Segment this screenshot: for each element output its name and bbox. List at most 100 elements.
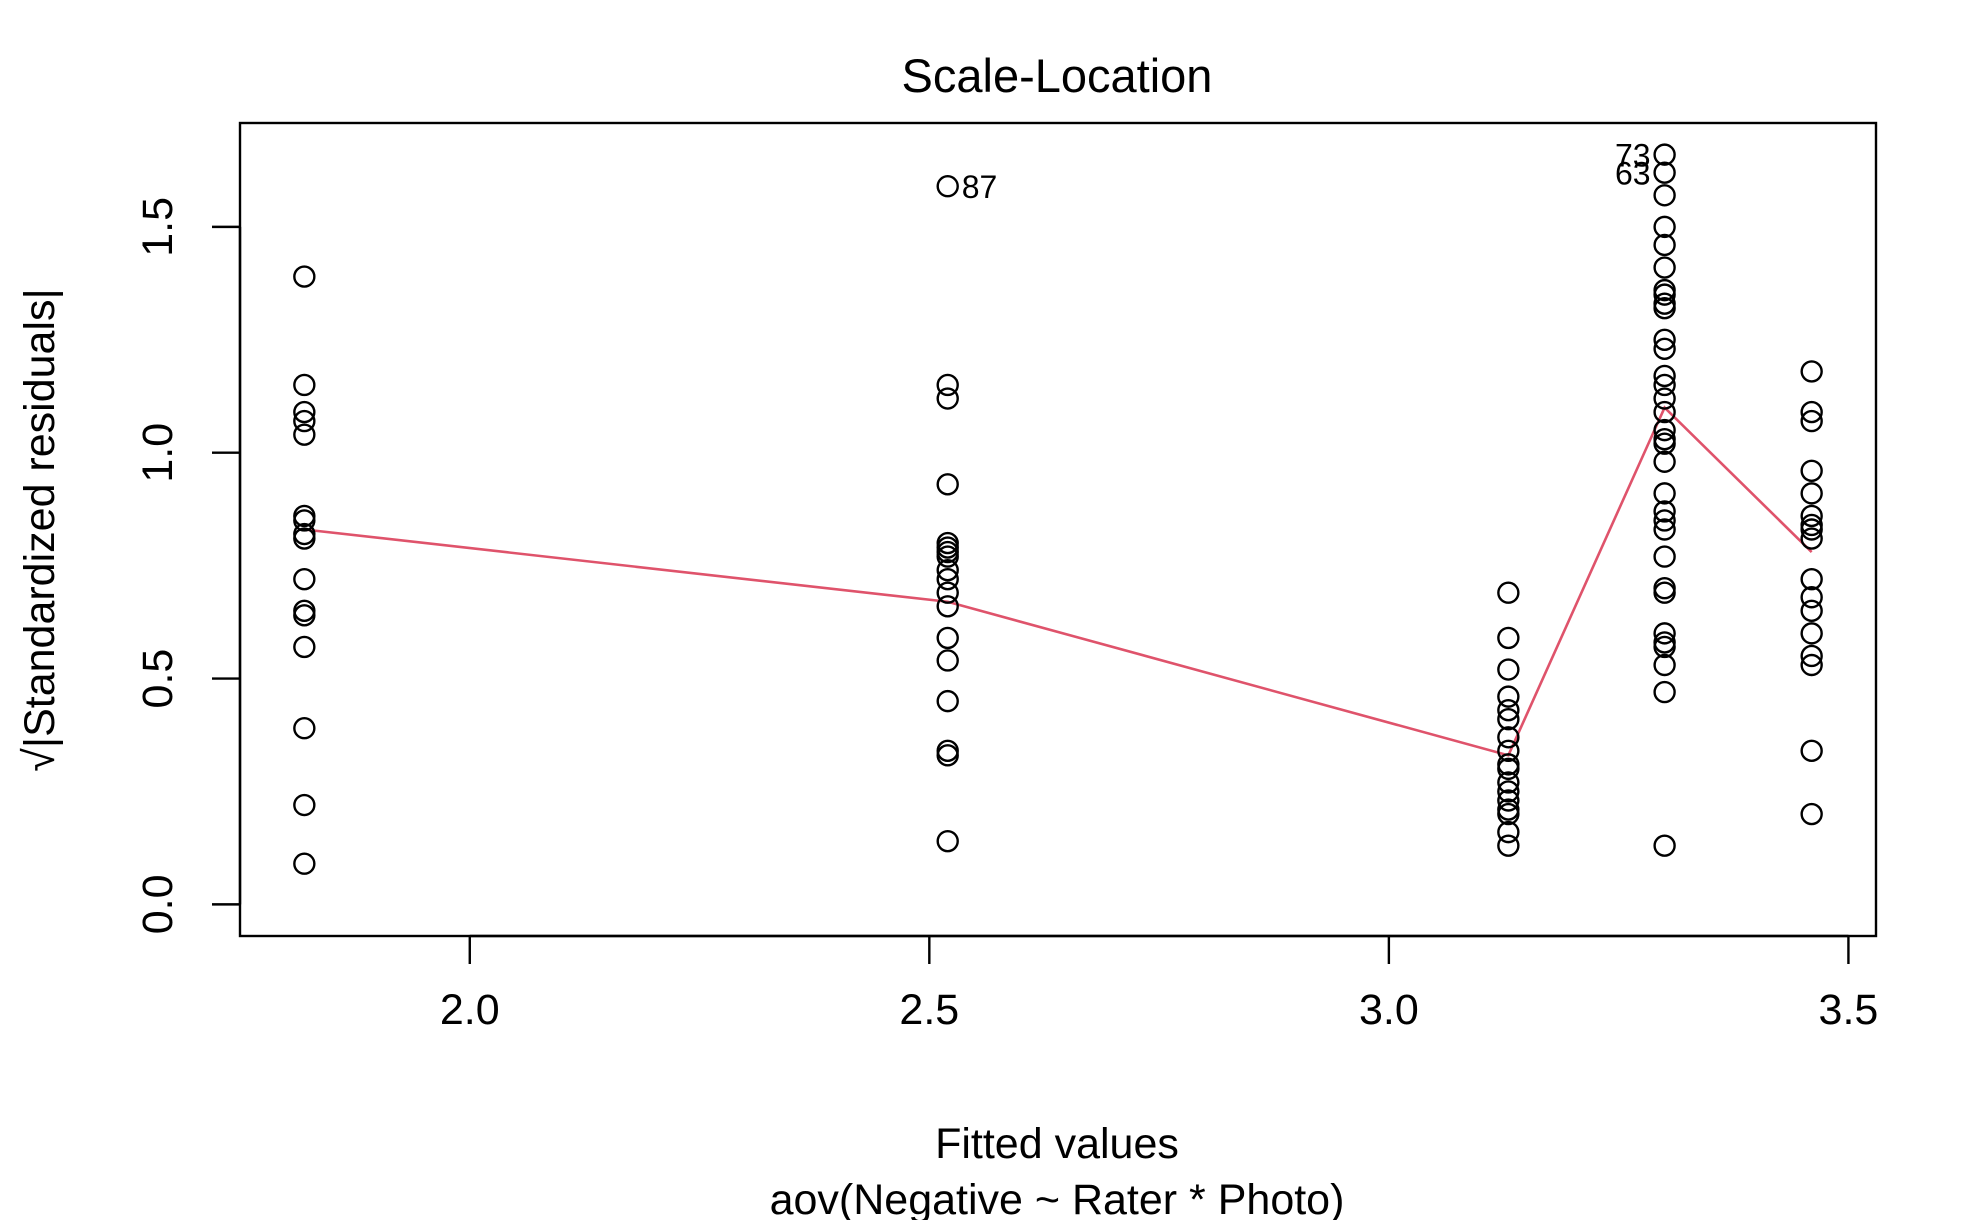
- data-point: [1497, 726, 1520, 749]
- data-point: [1653, 482, 1676, 505]
- data-point: [1800, 802, 1823, 826]
- x-tick-label: 2.0: [440, 986, 500, 1034]
- data-point: [1653, 622, 1676, 645]
- point-label: 73: [1615, 138, 1651, 174]
- data-point: [1800, 459, 1823, 482]
- data-point: [1497, 685, 1520, 708]
- data-point: [1497, 789, 1520, 812]
- data-point: [1653, 296, 1676, 320]
- data-point: [293, 635, 316, 659]
- data-point: [1653, 500, 1676, 523]
- data-point: [1800, 504, 1823, 528]
- data-point: [1653, 233, 1676, 257]
- point-label: 87: [962, 169, 998, 205]
- data-point: [1800, 586, 1823, 609]
- y-tick-label: 1.5: [134, 197, 182, 257]
- data-point: [1800, 567, 1823, 591]
- data-point: [1653, 328, 1676, 351]
- data-point: [1800, 409, 1823, 433]
- data-point: [936, 473, 959, 496]
- data-point: [1653, 518, 1676, 541]
- data-point: [936, 387, 959, 410]
- data-point: [293, 509, 316, 532]
- data-point: [293, 423, 316, 446]
- data-point: [293, 373, 316, 397]
- data-point: [1800, 360, 1823, 383]
- data-point: [1653, 450, 1676, 473]
- data-point: [1653, 418, 1676, 442]
- data-point: [1653, 680, 1676, 704]
- data-point: [1497, 757, 1520, 781]
- data-point: [1800, 482, 1823, 505]
- data-point: [1497, 698, 1520, 722]
- data-point: [1653, 834, 1676, 857]
- data-point: [293, 852, 316, 875]
- data-point: [1497, 581, 1520, 604]
- data-point: [1653, 283, 1676, 306]
- data-point: [1653, 432, 1676, 455]
- data-point: [1800, 622, 1823, 645]
- data-point: [1653, 635, 1676, 659]
- smoother-line: [304, 405, 1813, 757]
- data-point: [1653, 653, 1676, 677]
- data-point: [1497, 771, 1520, 794]
- data-point: [936, 626, 959, 650]
- data-point: [1653, 400, 1676, 424]
- data-point: [1653, 387, 1676, 410]
- data-point: [1653, 143, 1676, 166]
- data-point: [1653, 337, 1676, 361]
- data-point: [936, 595, 959, 618]
- data-point: [1653, 184, 1676, 207]
- data-point: [936, 373, 959, 397]
- data-point: [293, 400, 316, 424]
- data-point: [1497, 820, 1520, 844]
- data-point: [1653, 256, 1676, 279]
- data-point: [1653, 215, 1676, 239]
- plot-frame: [238, 121, 1878, 938]
- data-point: [1497, 626, 1520, 650]
- data-point: [293, 567, 316, 591]
- y-axis-label: √|Standardized residuals|: [16, 288, 64, 771]
- x-tick-label: 3.0: [1359, 986, 1419, 1034]
- y-tick-label: 0.5: [134, 649, 182, 709]
- data-point: [293, 604, 316, 627]
- data-point: [293, 265, 316, 288]
- y-tick-label: 0.0: [134, 874, 182, 934]
- data-point: [1653, 577, 1676, 600]
- data-point: [1497, 834, 1520, 857]
- x-tick-label: 2.5: [899, 986, 959, 1034]
- y-tick-label: 1.0: [134, 423, 182, 483]
- x-tick-label: 3.5: [1819, 986, 1879, 1034]
- data-point: [936, 175, 959, 198]
- data-point: [1497, 780, 1520, 803]
- chart-subtitle: aov(Negative ~ Rater * Photo): [770, 1176, 1345, 1220]
- data-point: [1497, 658, 1520, 681]
- data-point: [936, 545, 959, 568]
- data-point: [936, 689, 959, 713]
- data-point: [1800, 599, 1823, 622]
- data-point: [1653, 581, 1676, 604]
- data-point: [936, 829, 959, 853]
- data-point: [293, 409, 316, 433]
- data-point: [1653, 545, 1676, 568]
- data-point: [1800, 644, 1823, 668]
- data-point: [936, 649, 959, 672]
- data-point: [936, 744, 959, 767]
- data-point: [1653, 509, 1676, 532]
- data-point: [1800, 653, 1823, 677]
- data-point: [936, 739, 959, 763]
- data-point: [1497, 708, 1520, 731]
- data-point: [1497, 739, 1520, 763]
- point-label: 63: [1615, 156, 1651, 192]
- data-point: [1800, 527, 1823, 550]
- chart-title: Scale-Location: [902, 49, 1213, 102]
- data-point: [1800, 400, 1823, 424]
- data-point: [293, 793, 316, 817]
- data-point: [293, 527, 316, 550]
- data-point: [1653, 364, 1676, 388]
- data-points: [293, 143, 1823, 875]
- data-point: [1800, 739, 1823, 763]
- data-point: [293, 717, 316, 740]
- x-axis: 2.0 2.5 3.0 3.5: [440, 934, 1879, 1034]
